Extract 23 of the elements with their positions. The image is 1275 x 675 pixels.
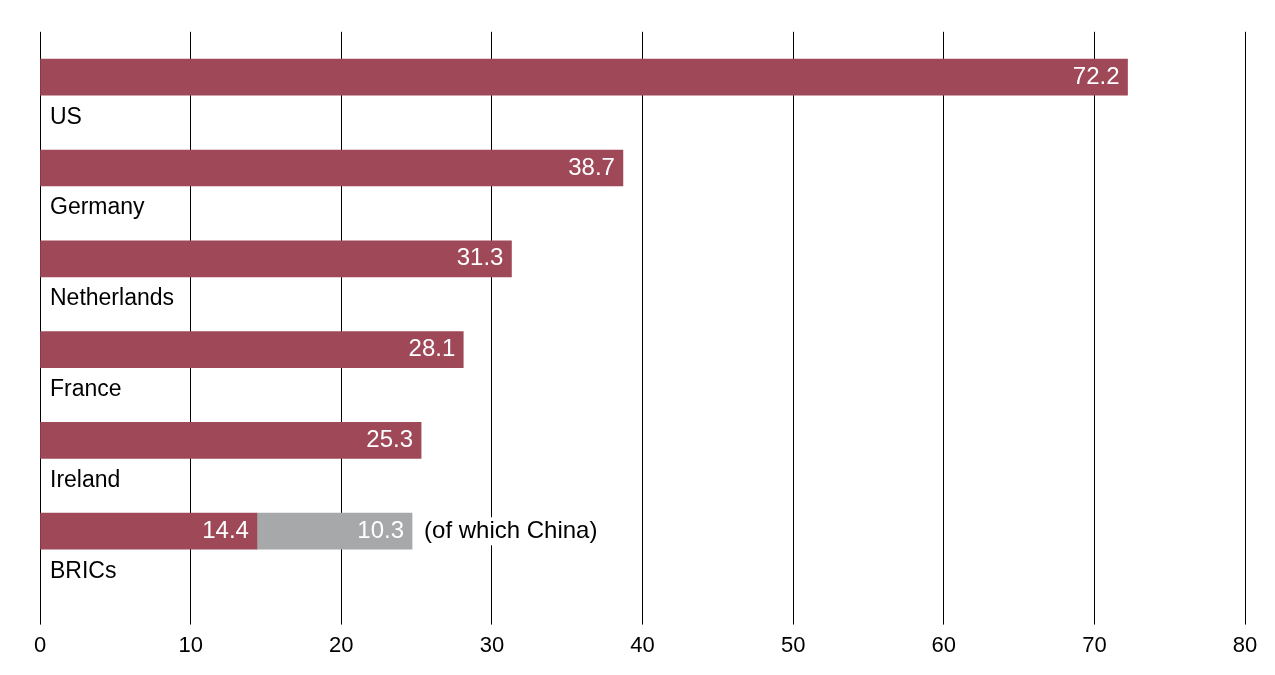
y-tick-label: Germany bbox=[50, 193, 146, 220]
x-tick-label: 40 bbox=[630, 631, 655, 657]
x-tick-label: 50 bbox=[780, 631, 806, 657]
x-tick-label: 0 bbox=[33, 631, 47, 657]
data-label: 14.4 bbox=[202, 515, 249, 543]
x-tick-label: 20 bbox=[329, 631, 354, 657]
data-label: 10.3 bbox=[357, 515, 405, 543]
data-label: 31.3 bbox=[456, 243, 504, 271]
y-tick-label: BRICs bbox=[50, 556, 117, 583]
data-label: 38.7 bbox=[568, 152, 615, 180]
y-tick-label: Ireland bbox=[50, 465, 121, 492]
data-label: 28.1 bbox=[408, 334, 456, 362]
y-tick-label: France bbox=[50, 374, 122, 401]
y-tick-label: US bbox=[50, 102, 82, 129]
x-tick-label: 80 bbox=[1232, 631, 1258, 657]
x-tick-label: 70 bbox=[1082, 631, 1107, 657]
data-label: 72.2 bbox=[1072, 61, 1120, 89]
annotation: (of which China) bbox=[424, 515, 598, 543]
x-tick-label: 10 bbox=[178, 631, 203, 657]
x-tick-label: 60 bbox=[931, 631, 956, 657]
y-tick-label: Netherlands bbox=[50, 284, 175, 311]
data-label: 25.3 bbox=[366, 425, 414, 453]
x-tick-label: 30 bbox=[479, 631, 505, 657]
